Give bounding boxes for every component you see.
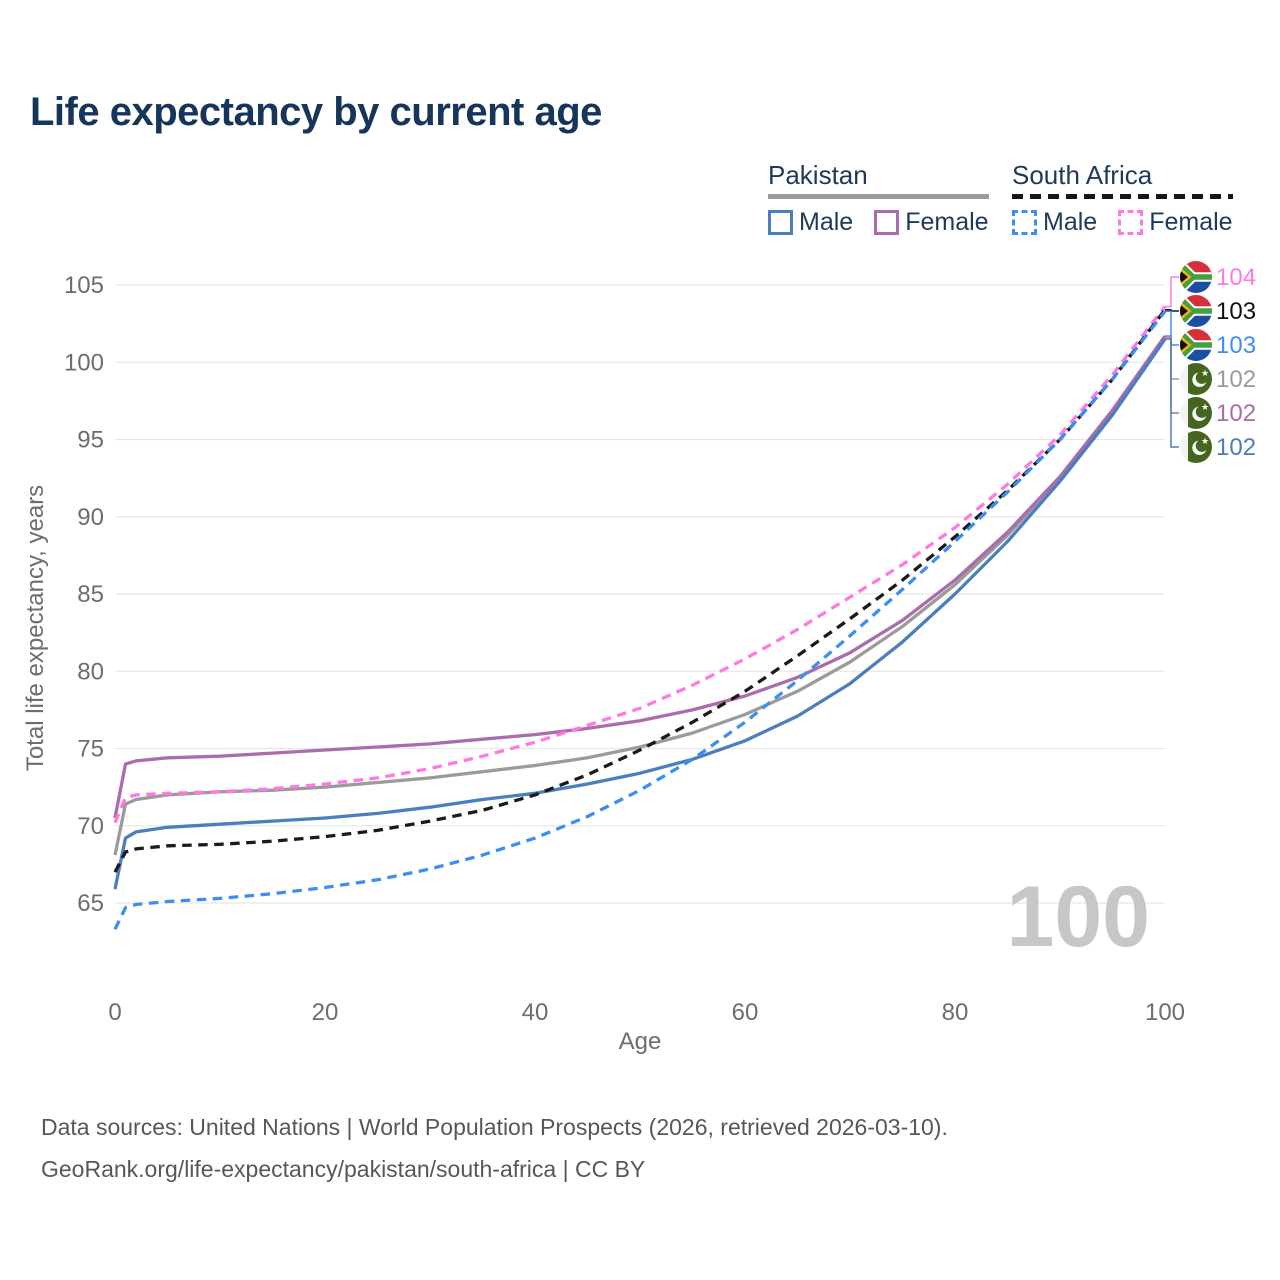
end-value-label-pakistan-male: 102 xyxy=(1216,434,1256,461)
legend-item-south-africa-male[interactable]: Male xyxy=(1012,208,1097,237)
south-africa-dashed-line-sample xyxy=(1012,194,1233,199)
end-value-label-south-africa-female: 104 xyxy=(1216,264,1256,291)
end-label-leader-line xyxy=(1165,336,1179,380)
x-tick-label: 40 xyxy=(522,999,549,1026)
y-axis-title: Total life expectancy, years xyxy=(22,485,49,771)
south-africa-flag-icon xyxy=(1180,261,1212,293)
end-label-leader-line xyxy=(1165,335,1179,414)
series-line-south-africa-female[interactable] xyxy=(113,305,1167,824)
end-label-leader-line xyxy=(1165,276,1179,308)
data-source-note: Data sources: United Nations | World Pop… xyxy=(41,1106,948,1190)
y-tick-label: 105 xyxy=(64,272,104,299)
y-tick-label: 70 xyxy=(77,813,104,840)
y-tick-label: 90 xyxy=(77,504,104,531)
pakistan-flag-icon: ★ xyxy=(1180,397,1212,429)
x-tick-label: 0 xyxy=(108,999,121,1026)
y-tick-label: 80 xyxy=(77,658,104,685)
legend-group-pakistan: Pakistan Male Female xyxy=(768,160,989,237)
y-tick-label: 100 xyxy=(64,349,104,376)
legend-country-south-africa: South Africa xyxy=(1012,160,1153,190)
south-africa-female-swatch-icon xyxy=(1118,210,1144,235)
end-label-leader-line xyxy=(1165,338,1179,448)
y-tick-label: 95 xyxy=(77,427,104,454)
legend-item-south-africa-female[interactable]: Female xyxy=(1118,208,1233,237)
current-age-watermark: 100 xyxy=(1007,869,1151,965)
legend-label: Male xyxy=(1043,208,1098,236)
x-tick-label: 20 xyxy=(312,999,339,1026)
source-line-2: GeoRank.org/life-expectancy/pakistan/sou… xyxy=(41,1156,646,1182)
pakistan-solid-line-sample xyxy=(768,194,989,199)
end-label-leader-line xyxy=(1165,310,1179,346)
x-tick-label: 100 xyxy=(1145,999,1185,1026)
legend-item-pakistan-male[interactable]: Male xyxy=(768,208,853,237)
series-line-south-africa-all[interactable] xyxy=(113,308,1167,873)
x-axis-title: Age xyxy=(619,1028,662,1055)
legend-country-pakistan: Pakistan xyxy=(768,160,868,190)
svg-text:★: ★ xyxy=(1201,402,1209,412)
south-africa-male-swatch-icon xyxy=(1012,210,1037,235)
end-label-leader-line xyxy=(1165,308,1179,312)
pakistan-female-swatch-icon xyxy=(874,210,900,235)
x-tick-label: 60 xyxy=(732,999,759,1026)
end-value-label-south-africa-all: 103 xyxy=(1216,298,1256,325)
x-tick-label: 80 xyxy=(942,999,969,1026)
y-tick-label: 85 xyxy=(77,581,104,608)
pakistan-male-swatch-icon xyxy=(768,210,793,235)
y-tick-label: 75 xyxy=(77,736,104,763)
series-line-south-africa-male[interactable] xyxy=(113,310,1167,931)
south-africa-flag-icon xyxy=(1180,329,1212,361)
end-value-label-south-africa-male: 103 xyxy=(1216,332,1256,359)
svg-text:★: ★ xyxy=(1201,436,1209,446)
south-africa-flag-icon xyxy=(1180,295,1212,327)
pakistan-flag-icon: ★ xyxy=(1180,431,1212,463)
end-value-label-pakistan-all: 102 xyxy=(1216,366,1256,393)
legend-label: Female xyxy=(905,208,989,236)
source-line-1: Data sources: United Nations | World Pop… xyxy=(41,1114,948,1140)
series-line-pakistan-female[interactable] xyxy=(113,335,1167,819)
legend-label: Male xyxy=(799,208,854,236)
legend-group-south-africa: South Africa Male Female xyxy=(1012,160,1233,237)
pakistan-flag-icon: ★ xyxy=(1180,363,1212,395)
page-title: Life expectancy by current age xyxy=(30,90,602,134)
end-value-label-pakistan-female: 102 xyxy=(1216,400,1256,427)
y-tick-label: 65 xyxy=(77,890,104,917)
legend-item-pakistan-female[interactable]: Female xyxy=(874,208,989,237)
series-line-pakistan-all[interactable] xyxy=(113,336,1167,856)
svg-text:★: ★ xyxy=(1201,368,1209,378)
series-line-pakistan-male[interactable] xyxy=(113,338,1167,890)
legend-label: Female xyxy=(1149,208,1233,236)
